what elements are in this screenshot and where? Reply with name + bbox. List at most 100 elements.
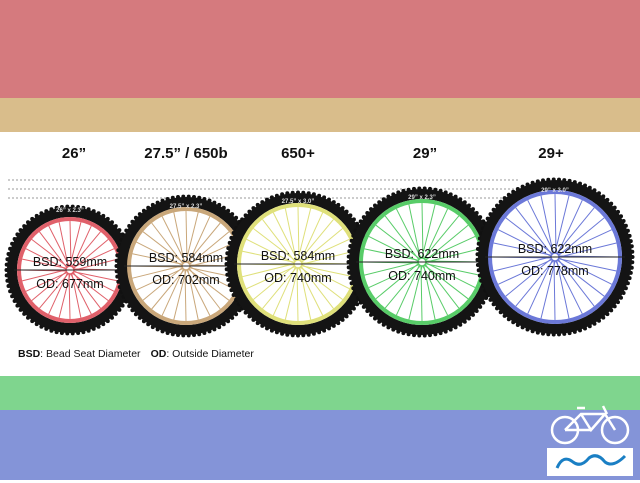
spoke: [262, 267, 297, 309]
wheel-size-label: 650+: [281, 145, 315, 162]
spoke: [70, 273, 92, 315]
spoke: [48, 225, 70, 267]
spoke: [384, 215, 420, 260]
logo: [543, 402, 637, 478]
spoke: [71, 231, 101, 267]
spoke: [188, 241, 236, 264]
wheel-size-label: 29”: [413, 145, 437, 162]
spoke: [72, 272, 109, 301]
spoke: [558, 242, 617, 258]
wheel-size-label: 27.5” / 650b: [144, 145, 227, 162]
spoke: [142, 267, 183, 301]
spoke: [185, 212, 199, 263]
spoke: [395, 264, 420, 316]
spoke: [553, 260, 556, 321]
spoke: [253, 228, 296, 262]
spoke: [188, 216, 211, 264]
bsd-value: BSD: 622mm: [518, 242, 592, 256]
wheel: 27.5” x 3.0” BSD: 584mm OD: 740mm: [224, 190, 372, 338]
spoke: [505, 258, 552, 297]
bicycle-icon: [547, 405, 633, 476]
tire-size-label: 27.5” x 2.3”: [170, 204, 203, 210]
legend-bsd-text: : Bead Seat Diameter: [40, 348, 141, 360]
spoke: [558, 258, 617, 272]
spoke: [242, 250, 295, 263]
legend-od-abbr: OD: [150, 348, 167, 360]
spoke: [554, 193, 557, 254]
wheel: 27.5” x 2.3” BSD: 584mm OD: 702mm: [114, 194, 258, 338]
spoke: [424, 208, 449, 260]
legend-od-text: : Outside Diameter: [166, 348, 254, 360]
spoke: [408, 265, 423, 320]
spoke: [31, 239, 68, 268]
spoke: [242, 263, 295, 278]
spoke: [300, 266, 334, 309]
spoke: [132, 265, 183, 279]
spoke: [301, 250, 354, 265]
spoke: [31, 271, 67, 301]
spoke: [284, 208, 297, 261]
spoke: [557, 259, 595, 307]
od-value: OD: 778mm: [521, 264, 588, 278]
spoke: [425, 263, 480, 276]
tire-size-label: 26” x 2.3”: [56, 208, 84, 214]
spoke: [540, 195, 554, 254]
spoke: [425, 262, 476, 289]
spoke: [173, 212, 185, 263]
spoke: [555, 260, 583, 315]
spoke: [188, 268, 221, 310]
spoke: [151, 222, 184, 264]
spoke: [423, 265, 436, 320]
spoke: [72, 272, 101, 309]
spoke: [364, 248, 419, 261]
spoke: [71, 273, 82, 318]
spoke: [540, 260, 556, 319]
bsd-value: BSD: 584mm: [149, 251, 223, 265]
spoke: [161, 268, 184, 316]
spoke: [422, 265, 449, 316]
spoke: [161, 216, 186, 263]
spoke: [554, 195, 570, 254]
wheel-size-label: 26”: [62, 145, 86, 162]
spoke: [132, 253, 183, 265]
spoke: [557, 199, 583, 255]
bsd-value: BSD: 622mm: [385, 247, 459, 261]
tire-size-label: 29” x 3.0”: [541, 188, 569, 194]
spoke: [424, 264, 469, 300]
wheel-size-diagram: 26” 27.5” / 650b 650+ 29” 29+ 26” x 2.3” BSD:…: [4, 145, 635, 338]
spoke: [421, 202, 424, 259]
spoke: [297, 206, 300, 261]
spoke: [187, 269, 199, 320]
spoke: [300, 212, 324, 262]
spoke: [262, 219, 296, 262]
tire: [478, 180, 632, 334]
spoke: [300, 238, 350, 262]
tan-band: [0, 98, 640, 132]
spoke: [425, 224, 469, 261]
spoke: [493, 242, 552, 256]
wheel-size-label: 29+: [538, 145, 564, 162]
spoke: [296, 267, 299, 322]
top-band: [0, 0, 640, 98]
spoke: [368, 235, 419, 262]
spoke: [300, 266, 343, 300]
spoke: [151, 269, 185, 310]
wheel: 26” x 2.3” BSD: 559mm OD: 677mm: [4, 204, 136, 336]
spoke: [136, 268, 184, 291]
spoke: [364, 261, 419, 276]
spoke: [421, 204, 436, 259]
spoke: [425, 248, 480, 263]
spoke: [297, 208, 312, 261]
spoke: [527, 259, 553, 315]
wheel: 29” x 3.0” BSD: 622mm OD: 778mm: [475, 177, 635, 337]
spoke: [558, 257, 613, 285]
spoke: [375, 224, 420, 260]
spoke: [298, 267, 324, 316]
od-value: OD: 702mm: [152, 273, 219, 287]
tire-size-label: 29” x 2.3”: [408, 195, 436, 201]
spoke: [505, 217, 553, 255]
spoke: [184, 269, 187, 322]
spoke: [557, 229, 613, 255]
spoke: [188, 268, 230, 301]
spoke: [272, 266, 296, 316]
